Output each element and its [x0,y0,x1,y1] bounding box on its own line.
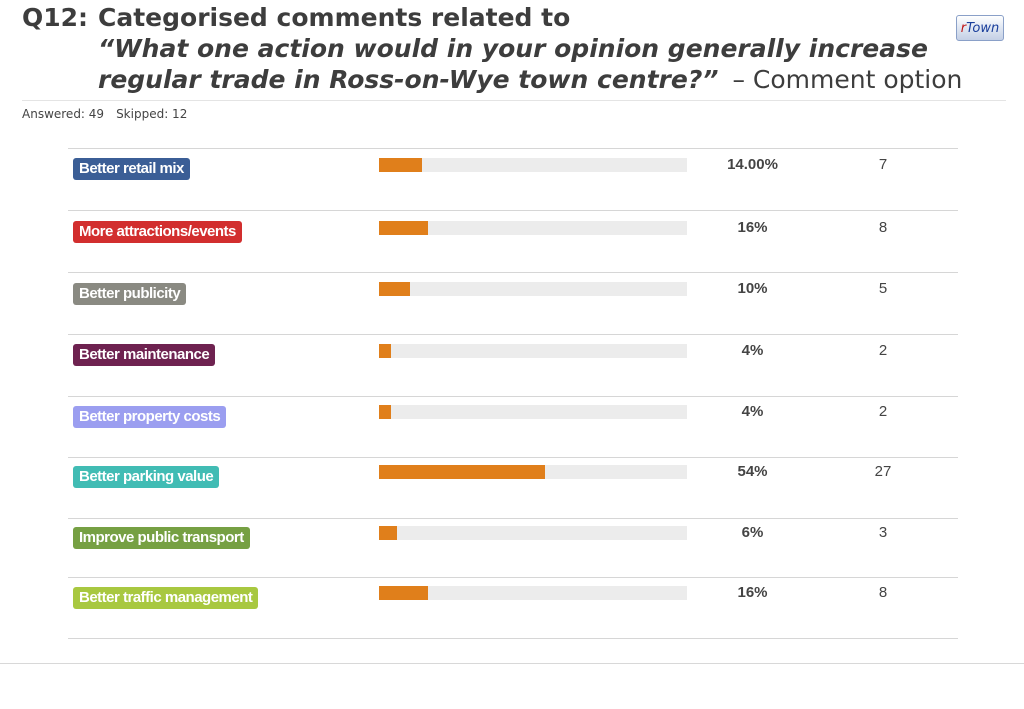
progress-track [379,465,687,479]
category-label: Better maintenance [73,344,216,366]
response-summary: Answered: 49 Skipped: 12 [22,107,187,121]
progress-fill [379,221,428,235]
answered-count: Answered: 49 [22,107,105,121]
progress-track [379,586,687,600]
logo-prefix: r [960,21,967,36]
response-count: 3 [878,524,888,541]
title-line-3-question: regular trade in Ross-on-Wye town centre… [98,65,719,94]
category-label: Better retail mix [73,158,190,180]
progress-track [379,158,687,172]
progress-fill [379,405,391,419]
category-label: Better property costs [73,406,227,428]
logo-text: Town [966,21,1000,36]
category-label: Better parking value [73,466,220,488]
title-suffix: – Comment option [732,65,963,94]
percent-value: 4% [741,342,764,359]
progress-track [379,405,687,419]
progress-fill [379,586,428,600]
title-line-3: regular trade in Ross-on-Wye town centre… [98,64,962,96]
progress-track [379,344,687,358]
response-count: 2 [878,342,888,359]
response-count: 7 [878,156,888,173]
category-label: Better publicity [73,283,187,305]
progress-fill [379,465,545,479]
title-line-1: Categorised comments related to [98,3,571,32]
row-divider [68,148,958,149]
percent-value: 6% [741,524,764,541]
rtown-logo[interactable]: rTown [956,15,1004,41]
row-divider [68,457,958,458]
percent-value: 54% [737,463,768,480]
response-count: 5 [878,280,888,297]
progress-track [379,221,687,235]
percent-value: 16% [737,584,768,601]
response-count: 8 [878,219,888,236]
skipped-count: Skipped: 12 [116,107,188,121]
title-line-2: “What one action would in your opinion g… [98,34,928,63]
progress-track [379,526,687,540]
percent-value: 10% [737,280,768,297]
progress-fill [379,344,391,358]
progress-fill [379,282,410,296]
percent-value: 4% [741,403,764,420]
row-divider [68,272,958,273]
footer-divider [0,663,1024,664]
header-divider [22,100,1006,101]
percent-value: 14.00% [727,156,778,173]
row-divider [68,334,958,335]
row-divider [68,577,958,578]
response-count: 2 [878,403,888,420]
response-count: 8 [878,584,888,601]
row-divider [68,518,958,519]
category-label: More attractions/events [73,221,242,243]
progress-fill [379,526,397,540]
row-divider [68,210,958,211]
question-number: Q12: [22,3,89,32]
category-label: Better traffic management [73,587,259,609]
percent-value: 16% [737,219,768,236]
row-divider [68,396,958,397]
category-label: Improve public transport [73,527,250,549]
progress-track [379,282,687,296]
response-count: 27 [874,463,892,480]
row-divider [68,638,958,639]
progress-fill [379,158,422,172]
